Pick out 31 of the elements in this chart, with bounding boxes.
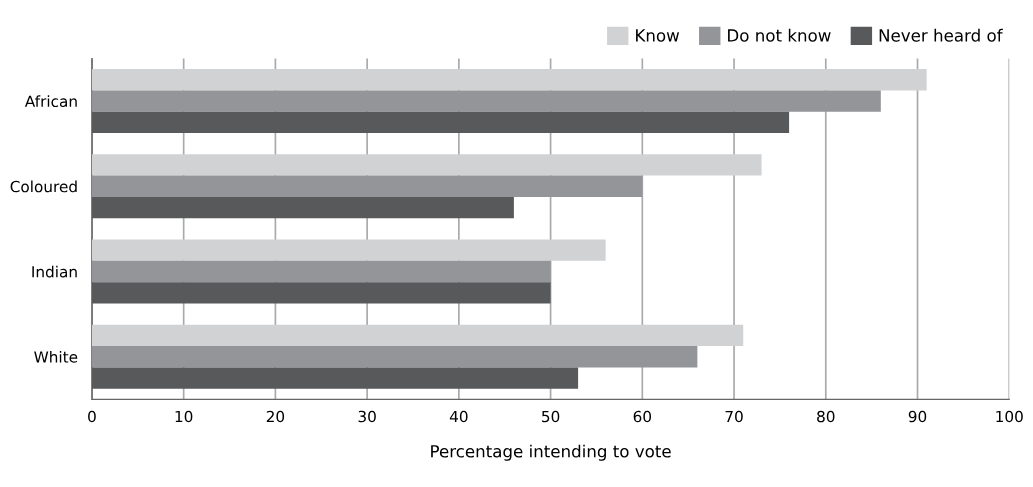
bar [91, 196, 514, 219]
legend-label: Know [636, 29, 680, 42]
bar [91, 324, 744, 347]
x-tick-label: 0 [88, 410, 96, 423]
bar [91, 239, 606, 261]
y-tick-label: White [34, 350, 78, 363]
y-tick-label: Indian [32, 265, 77, 278]
bar [91, 346, 698, 368]
x-tick-label: 10 [175, 410, 193, 423]
bar [91, 260, 551, 283]
x-tick-label: 30 [358, 410, 376, 423]
x-tick-label: 50 [542, 410, 560, 423]
bar [91, 282, 551, 304]
x-tick-label: 40 [449, 410, 468, 423]
x-tick-label: 20 [266, 410, 285, 423]
x-tick-label: 90 [908, 410, 927, 423]
legend-label: Never heard of [879, 28, 1003, 42]
legend-label: Do not know [728, 28, 831, 42]
x-axis-title: Percentage intending to vote [431, 444, 671, 461]
bar [91, 90, 881, 112]
bar [91, 367, 579, 389]
x-tick-label: 100 [996, 410, 1023, 423]
x-tick-label: 80 [817, 410, 835, 423]
bar [91, 154, 762, 176]
bar [91, 175, 643, 197]
bar [91, 69, 927, 91]
y-tick-label: African [24, 95, 77, 108]
y-tick-label: Coloured [10, 180, 77, 193]
x-tick-label: 60 [633, 410, 652, 423]
x-tick-label: 70 [725, 410, 743, 423]
bar [91, 111, 790, 134]
